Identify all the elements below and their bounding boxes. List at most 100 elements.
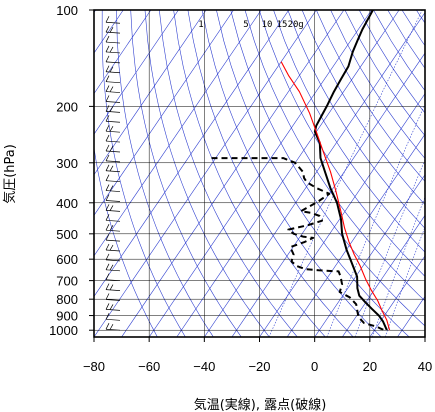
wind-barb-flag xyxy=(105,243,110,251)
y-tick-label: 500 xyxy=(56,227,78,242)
temperature-line xyxy=(313,10,388,331)
y-tick-label: 900 xyxy=(56,309,78,324)
wind-barb-flag xyxy=(105,16,110,23)
dry-adiabat xyxy=(216,10,410,337)
wind-barb-flag xyxy=(105,95,110,102)
wind-barb-flag xyxy=(109,165,114,172)
wind-barb xyxy=(105,269,121,272)
wind-barb-flag xyxy=(105,35,110,43)
dry-adiabat xyxy=(230,10,425,327)
isotherm xyxy=(176,10,400,337)
wind-barb xyxy=(105,219,121,222)
isotherm xyxy=(94,10,234,216)
y-tick-label: 600 xyxy=(56,252,78,267)
wind-barb-flag xyxy=(105,55,110,63)
wind-barb-flag xyxy=(105,313,110,320)
y-tick-label: 400 xyxy=(56,196,78,211)
dry-adiabat xyxy=(330,10,425,159)
wind-barb-flag xyxy=(109,106,114,112)
wind-barb xyxy=(105,91,121,93)
isotherm xyxy=(94,10,290,297)
wind-barb xyxy=(105,210,121,212)
dry-adiabat xyxy=(273,10,425,253)
wind-barb-flag xyxy=(105,105,110,112)
wind-barb xyxy=(105,259,121,262)
dry-adiabat xyxy=(187,10,354,337)
wind-barb xyxy=(105,21,121,24)
dry-adiabat xyxy=(258,10,425,277)
wind-barb xyxy=(105,180,121,183)
wind-barbs xyxy=(105,16,121,331)
parcel-line xyxy=(280,61,391,331)
mixing-ratio-label: 10 xyxy=(262,20,273,30)
isotherm xyxy=(369,255,425,337)
isotherm xyxy=(259,93,425,337)
y-tick-label: 800 xyxy=(56,292,78,307)
wind-barb-flag xyxy=(105,174,110,181)
dry-adiabat xyxy=(173,10,326,337)
wind-barb xyxy=(105,81,121,84)
dry-adiabat xyxy=(287,10,425,229)
wind-barb xyxy=(105,229,121,232)
wind-barb-flag xyxy=(105,45,110,53)
wind-barb xyxy=(105,140,121,143)
wind-barb-flag xyxy=(105,323,110,330)
wind-barb xyxy=(105,239,121,242)
wind-barb-flag xyxy=(105,115,110,122)
isotherm xyxy=(231,52,425,337)
wind-barb-flag xyxy=(105,253,110,261)
wind-barb-flag xyxy=(109,145,114,152)
sounding-profiles xyxy=(211,10,391,332)
x-tick-label: −80 xyxy=(83,359,105,374)
wind-barb-flag xyxy=(105,204,110,211)
x-tick-label: 20 xyxy=(363,359,377,374)
mixing-ratio-line xyxy=(384,226,425,337)
wind-barb-flag xyxy=(105,164,110,171)
x-tick-label: −20 xyxy=(248,359,270,374)
mixing-ratio-label: 5 xyxy=(243,20,248,30)
wind-barb-flag xyxy=(109,66,114,73)
isotherm xyxy=(94,10,152,95)
y-tick-label: 200 xyxy=(56,99,78,114)
mixing-ratio-label: 1 xyxy=(198,20,203,30)
dry-adiabat xyxy=(316,10,425,182)
wind-barb-flag xyxy=(109,304,114,310)
wind-barb-flag xyxy=(109,324,114,330)
isotherm xyxy=(148,10,372,337)
mixing-ratio-line xyxy=(372,196,425,337)
wind-barb-flag xyxy=(105,293,110,300)
mixing-ratio-label: g xyxy=(298,20,303,30)
dry-adiabat xyxy=(144,10,270,337)
wind-barb-flag xyxy=(105,283,110,290)
y-tick-label: 1000 xyxy=(49,323,78,338)
wind-barb-flag xyxy=(105,85,110,92)
isotherm xyxy=(94,10,207,176)
wind-barb xyxy=(105,309,121,311)
mixing-ratio-label: 15 xyxy=(277,20,288,30)
wind-barb-flag xyxy=(105,233,110,241)
wind-barb-flag xyxy=(105,194,110,201)
wind-barb-flag xyxy=(109,126,114,132)
wind-barb-flag xyxy=(109,86,114,93)
wind-barb-flag xyxy=(105,273,110,280)
dry-adiabat xyxy=(116,10,214,337)
wind-barb xyxy=(105,160,121,163)
mixing-ratio-line xyxy=(354,158,425,337)
isotherm xyxy=(121,10,345,337)
dry-adiabat xyxy=(94,146,158,337)
wind-barb xyxy=(105,101,121,103)
dry-adiabat xyxy=(301,10,425,206)
y-tick-label: 700 xyxy=(56,274,78,289)
wind-barb xyxy=(105,200,121,202)
wind-barb-flag xyxy=(105,263,110,270)
wind-barb xyxy=(105,170,121,173)
x-tick-label: −60 xyxy=(138,359,160,374)
x-tick-label: 40 xyxy=(418,359,432,374)
wind-barb xyxy=(105,328,121,331)
wind-barb-flag xyxy=(105,154,110,162)
wind-barb xyxy=(105,190,121,192)
isotherm xyxy=(204,11,425,337)
